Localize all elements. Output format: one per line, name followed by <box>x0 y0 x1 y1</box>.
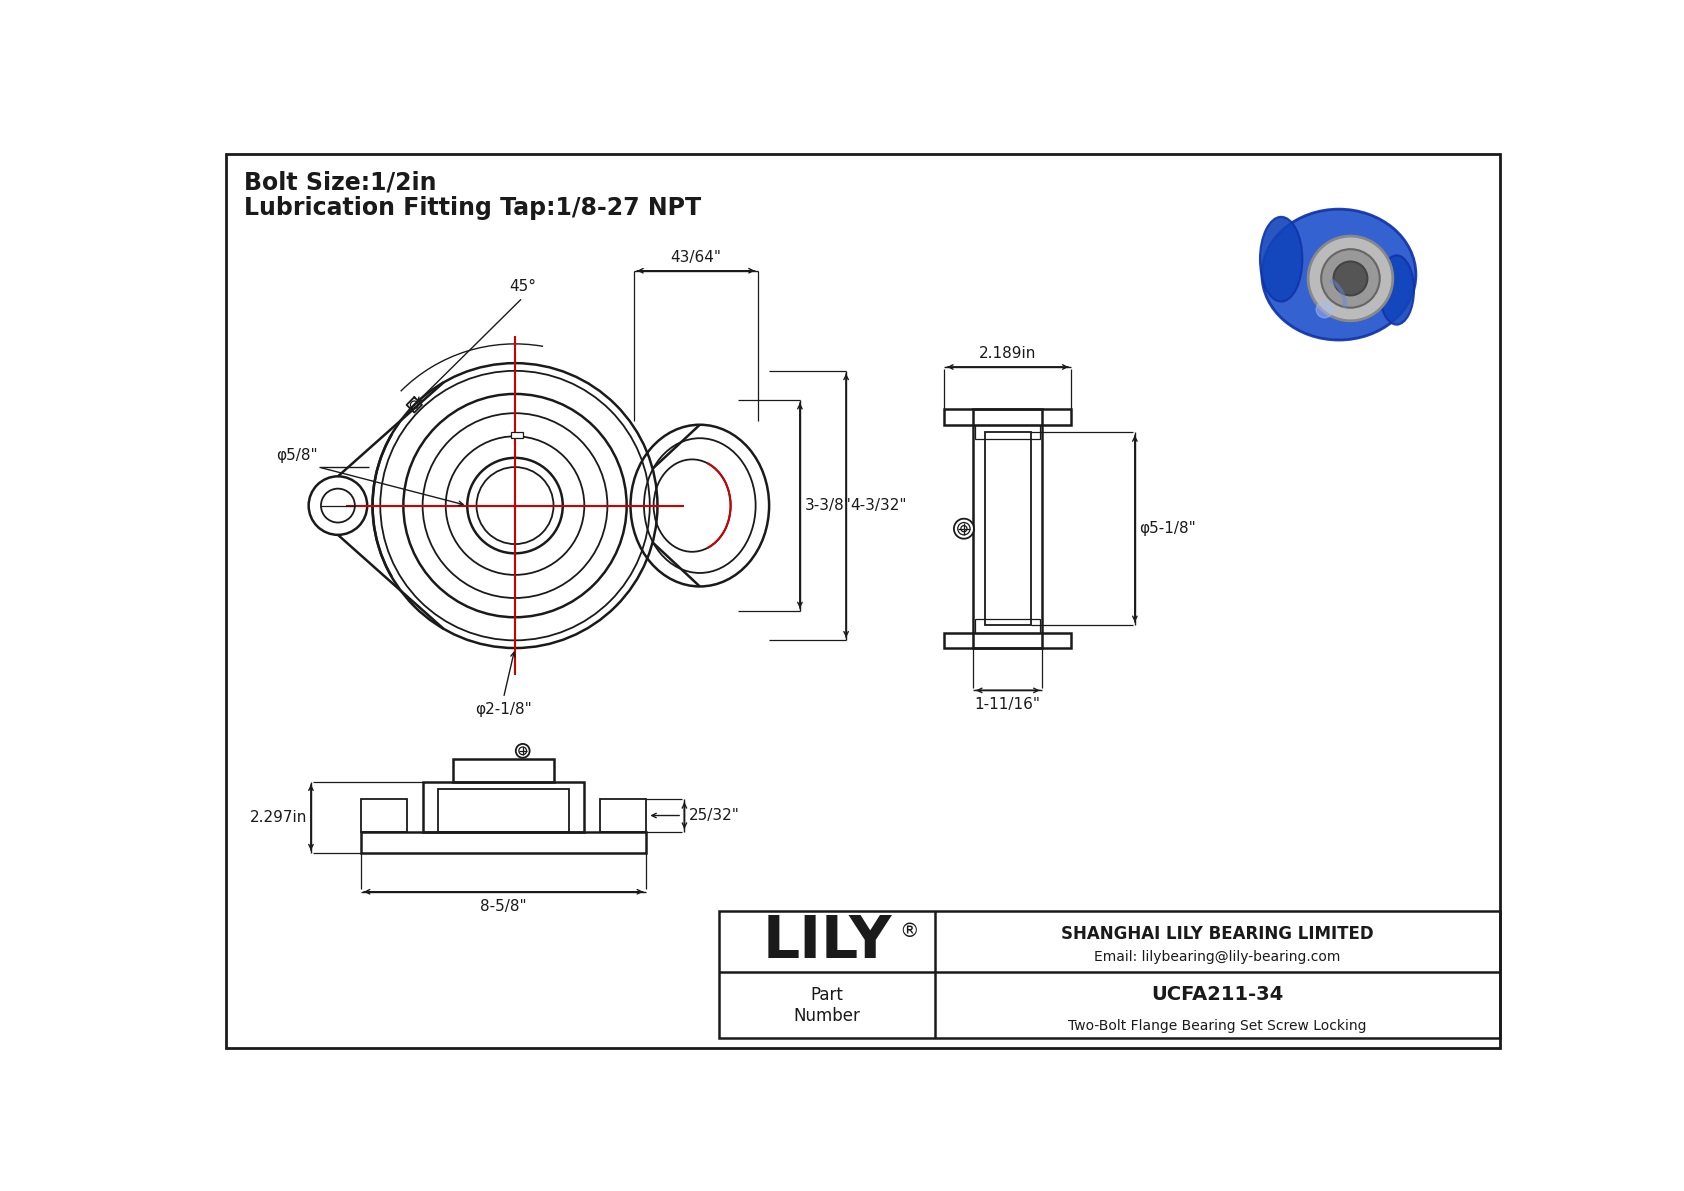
Bar <box>438 790 569 831</box>
Ellipse shape <box>1260 217 1302 301</box>
Bar <box>985 432 1031 625</box>
Text: Email: lilybearing@lily-bearing.com: Email: lilybearing@lily-bearing.com <box>1095 950 1340 965</box>
Text: SHANGHAI LILY BEARING LIMITED: SHANGHAI LILY BEARING LIMITED <box>1061 925 1374 943</box>
Text: 3-3/8": 3-3/8" <box>805 498 852 513</box>
Text: Lubrication Fitting Tap:1/8-27 NPT: Lubrication Fitting Tap:1/8-27 NPT <box>244 197 701 220</box>
Bar <box>945 410 1071 425</box>
Bar <box>973 410 1042 648</box>
Bar <box>945 632 1071 648</box>
Bar <box>975 619 1041 632</box>
Text: 1-11/16": 1-11/16" <box>975 697 1041 711</box>
Text: 2.297in: 2.297in <box>249 810 306 825</box>
Text: φ5-1/8": φ5-1/8" <box>1140 522 1196 536</box>
Circle shape <box>953 518 973 538</box>
Text: φ5/8": φ5/8" <box>276 448 318 463</box>
Circle shape <box>308 476 367 535</box>
Circle shape <box>1322 249 1379 307</box>
Text: φ2-1/8": φ2-1/8" <box>475 701 532 717</box>
Bar <box>975 425 1041 438</box>
Text: 45°: 45° <box>509 279 536 294</box>
Ellipse shape <box>1379 255 1415 325</box>
Bar <box>423 781 584 831</box>
Circle shape <box>515 744 530 757</box>
Bar <box>512 431 524 438</box>
Text: 25/32": 25/32" <box>689 807 739 823</box>
Circle shape <box>1308 236 1393 320</box>
Text: 43/64": 43/64" <box>670 250 721 264</box>
Text: ®: ® <box>899 922 919 941</box>
Text: 4-3/32": 4-3/32" <box>850 498 908 513</box>
Text: Two-Bolt Flange Bearing Set Screw Locking: Two-Bolt Flange Bearing Set Screw Lockin… <box>1068 1018 1366 1033</box>
Text: 2.189in: 2.189in <box>978 345 1036 361</box>
Bar <box>453 759 554 781</box>
Ellipse shape <box>1261 210 1416 341</box>
Bar <box>360 799 408 831</box>
Text: 8-5/8": 8-5/8" <box>480 899 527 913</box>
Bar <box>600 799 647 831</box>
Text: UCFA211-34: UCFA211-34 <box>1152 985 1283 1004</box>
Text: Part
Number: Part Number <box>793 986 861 1024</box>
Circle shape <box>1334 262 1367 295</box>
Bar <box>360 831 647 853</box>
Text: LILY: LILY <box>763 913 891 971</box>
Bar <box>719 911 1500 1039</box>
Text: Bolt Size:1/2in: Bolt Size:1/2in <box>244 170 436 194</box>
